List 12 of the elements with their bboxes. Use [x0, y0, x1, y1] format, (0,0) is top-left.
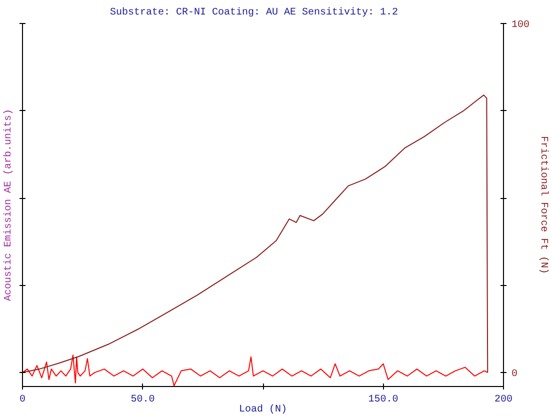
line-series: [22, 94, 488, 374]
x-tick-label: 150.0: [368, 394, 398, 406]
y2-tick-label: 100: [512, 20, 530, 31]
y2-axis-title: Frictional Force Ft (N): [538, 136, 550, 274]
x-tick-label: 200: [494, 394, 513, 406]
x-tick-label: 50.0: [130, 394, 155, 406]
x-tick-label: 0: [20, 394, 26, 406]
line-series: [22, 354, 488, 386]
x-axis-title: Load (N): [238, 404, 288, 416]
chart-subtitle: Substrate: CR-NI Coating: AU AE Sensitivity: 1.2: [110, 6, 398, 18]
y2-tick-label: 0: [512, 369, 518, 380]
y-axis-title: Acoustic Emission AE (arb.units): [2, 108, 14, 302]
